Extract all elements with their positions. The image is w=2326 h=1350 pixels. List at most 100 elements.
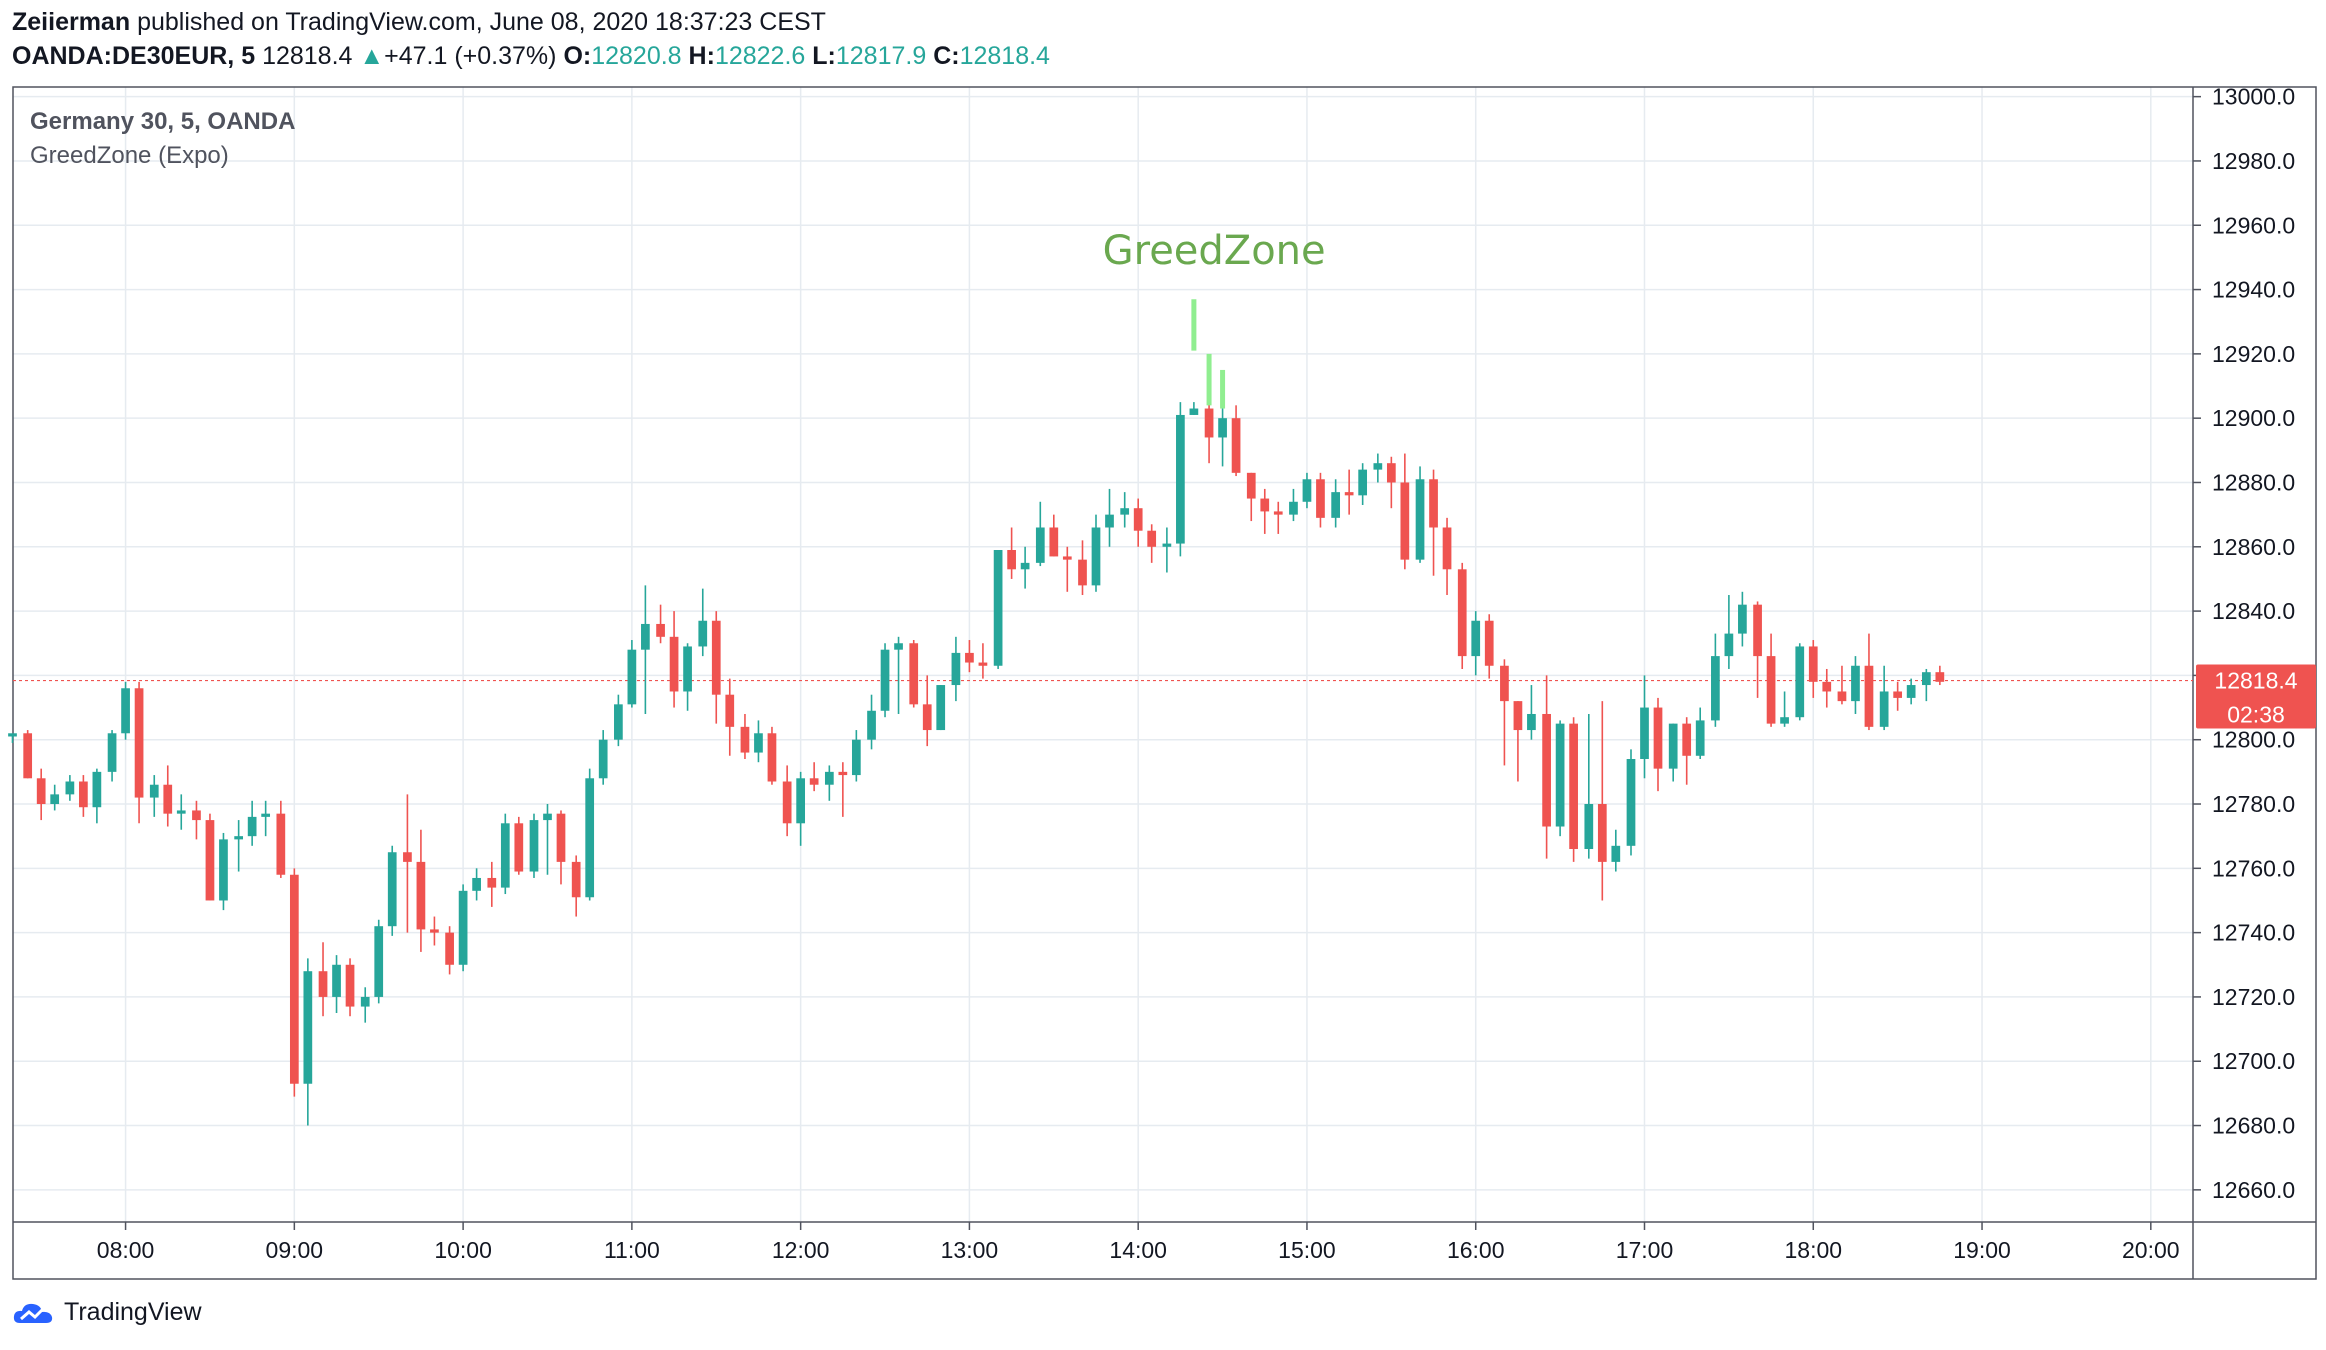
candle [1007,527,1016,579]
candle-body [1738,604,1747,634]
candle-body [445,932,454,965]
candle-body [345,964,355,1007]
candle [683,643,692,711]
candle-body [1542,713,1551,827]
low-value: 12817.9 [835,42,927,70]
candle [1176,402,1185,557]
time-tick-label: 16:00 [1447,1237,1505,1263]
last-price-tag: 12818.4 02:38 [2196,664,2316,729]
price-axis[interactable]: 12660.0 12680.0 12700.0 12720.0 12740.0 12760… [2193,84,2295,1203]
candle [487,861,497,907]
candle-body [683,646,692,692]
candle-body [430,929,439,933]
candle [951,636,961,702]
candle-body [1584,804,1594,850]
author-name[interactable]: Zeiierman [12,8,131,36]
candle [458,884,468,972]
candle-body [894,643,903,650]
candle [1837,665,1847,705]
candle [809,762,819,792]
candle [1653,697,1663,792]
candle [1822,668,1832,708]
cloud-chart-icon [13,1303,53,1323]
candle-body [1386,463,1396,483]
high-value: 12822.6 [714,42,806,70]
candle [121,681,130,740]
candle [965,640,974,673]
candle [219,832,228,911]
candle [1851,656,1860,714]
candle [1935,665,1945,686]
candle-body [318,971,328,997]
price-tick-label: 12660.0 [2212,1177,2295,1203]
candle [360,987,370,1023]
candle [1542,675,1551,859]
candle-body [1316,479,1325,518]
candle [824,765,834,801]
candle [176,794,186,830]
candle [1921,668,1931,702]
candle-body [1753,604,1762,657]
candle-body [1176,414,1185,544]
candle-body [303,971,313,1084]
bar-countdown: 02:38 [2227,702,2285,728]
high-label: H: [688,42,715,70]
candle [1457,562,1467,669]
candle [1373,453,1383,483]
candle [445,926,454,975]
candle [1415,466,1425,563]
candle [149,775,159,817]
candle [345,958,355,1017]
candle-body [614,704,623,740]
candle-body [936,685,946,731]
candle-body [36,778,46,805]
price-tick-label: 12680.0 [2212,1113,2295,1139]
candle [1471,611,1481,676]
candle-body [1766,656,1776,724]
candle-body [50,794,60,805]
candle [1738,591,1747,647]
candle-body [1935,672,1945,682]
candle-body [23,733,33,779]
candle-body [289,874,299,1084]
tradingview-logo[interactable]: TradingView [12,1298,202,1327]
candle [107,730,117,782]
candle [767,726,777,785]
candle-body [1795,646,1805,718]
candle [430,916,439,946]
candle [1879,665,1889,731]
candle-body [1442,527,1452,570]
candle [1091,514,1101,592]
candle-body [1597,804,1607,862]
candle [1218,408,1227,467]
candle [627,640,637,708]
symbol-name[interactable]: OANDA:DE30EUR, 5 [12,42,256,70]
candle [1584,713,1594,859]
candle [1597,701,1607,901]
candle-body [669,636,679,692]
candle-body [1358,469,1368,496]
up-arrow-icon: ▲ [359,42,385,70]
price-tick-label: 12960.0 [2212,212,2295,238]
candle-body [1035,527,1045,563]
price-tick-label: 12700.0 [2212,1048,2295,1074]
candle-body [1105,514,1114,528]
time-tick-label: 13:00 [941,1237,999,1263]
candle-body [107,733,117,772]
candle [936,685,946,731]
candle-body [1569,723,1578,850]
candle-body [1851,665,1860,702]
candle-body [1289,501,1298,515]
candle [1442,517,1452,596]
candle-body [1484,620,1494,666]
candle [79,775,88,817]
candle-body [79,781,88,808]
candle-body [1555,723,1565,827]
candle-body [1626,758,1636,846]
candle [276,800,286,878]
time-axis[interactable]: 08:00 09:00 10:00 11:00 12:00 13:00 14:00 15:00… [97,1222,2180,1263]
candle [656,604,665,644]
chart-legend-indicator: GreedZone (Expo) [30,142,229,169]
candle [205,813,215,901]
